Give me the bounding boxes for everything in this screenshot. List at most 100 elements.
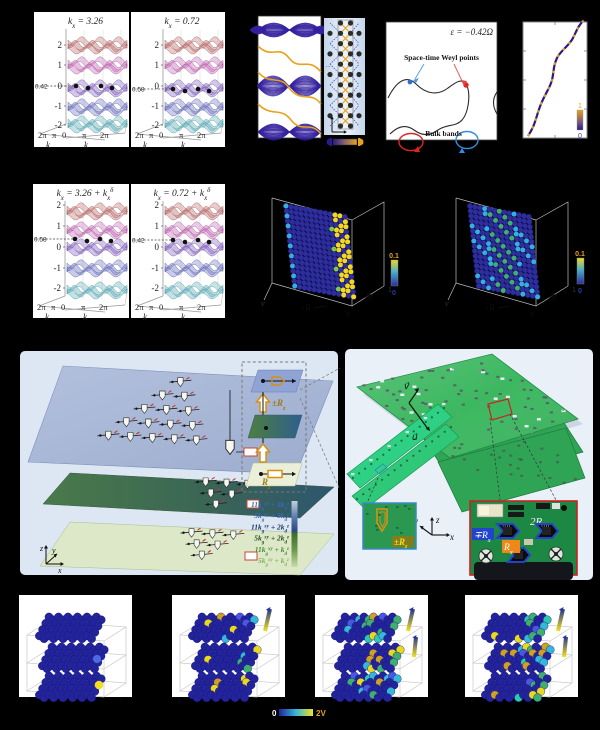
svg-text:0: 0: [58, 81, 63, 91]
svg-text:0: 0: [578, 288, 582, 295]
svg-text:2V: 2V: [316, 709, 326, 718]
svg-text:k: k: [321, 697, 325, 705]
svg-text:u⃗: u⃗: [412, 432, 418, 442]
svg-text:2π: 2π: [38, 130, 47, 140]
svg-text:π: π: [51, 302, 56, 312]
svg-text:1: 1: [388, 287, 392, 294]
svg-text:x: x: [57, 566, 62, 575]
svg-text:11kgxy + 3kdz: 11kgxy + 3kdz: [251, 500, 289, 512]
svg-text:11kgxy + kdz: 11kgxy + kdz: [255, 545, 289, 557]
svg-text:1: 1: [572, 287, 576, 294]
svg-text:ν: ν: [445, 299, 449, 308]
svg-text:z: z: [435, 515, 440, 525]
svg-text:1: 1: [155, 60, 160, 70]
svg-text:0: 0: [61, 302, 65, 312]
svg-text:x: x: [565, 695, 570, 703]
svg-text:kx = 3.26: kx = 3.26: [68, 17, 103, 30]
svg-text:-1: -1: [152, 263, 160, 273]
svg-text:π: π: [52, 130, 57, 140]
svg-text:2π: 2π: [197, 302, 206, 312]
svg-text:5kgxy + kdz: 5kgxy + kdz: [258, 556, 289, 568]
svg-text:−u⃗: −u⃗: [484, 303, 494, 312]
svg-text:0.42: 0.42: [132, 238, 145, 245]
svg-text:kx = 3.26 + kxδ: kx = 3.26 + kxδ: [57, 186, 115, 202]
svg-text:-2: -2: [55, 120, 63, 130]
svg-text:π: π: [149, 302, 154, 312]
svg-text:kx = 0.72: kx = 0.72: [164, 17, 199, 30]
svg-text:5kgxy + 3kdz: 5kgxy + 3kdz: [254, 511, 289, 523]
svg-text:−u⃗: −u⃗: [300, 303, 310, 312]
svg-text:-2: -2: [54, 283, 62, 293]
svg-text:x: x: [529, 309, 534, 318]
svg-text:ν: ν: [261, 299, 265, 308]
svg-text:2π: 2π: [37, 302, 46, 312]
svg-text:0.1: 0.1: [575, 251, 585, 258]
svg-text:1: 1: [578, 103, 582, 110]
svg-text:k: k: [45, 312, 50, 322]
svg-text:ε = −0.42Ω: ε = −0.42Ω: [451, 27, 494, 37]
svg-text:0.1: 0.1: [389, 253, 399, 260]
svg-text:1: 1: [155, 221, 160, 231]
svg-text:2π: 2π: [100, 130, 109, 140]
svg-text:∓Rx: ∓Rx: [474, 531, 491, 544]
svg-text:...: ...: [326, 63, 330, 69]
svg-text:-1: -1: [152, 101, 160, 111]
svg-text:k: k: [143, 140, 148, 150]
svg-text:2π: 2π: [99, 302, 108, 312]
svg-text:2π: 2π: [197, 130, 206, 140]
svg-text:v⃗: v⃗: [368, 293, 373, 302]
svg-text:2: 2: [58, 40, 63, 50]
svg-text:0.42: 0.42: [35, 84, 48, 91]
svg-text:x: x: [272, 695, 277, 703]
svg-text:-2: -2: [152, 283, 160, 293]
svg-text:v⃗: v⃗: [552, 293, 557, 302]
svg-text:π: π: [179, 130, 184, 140]
svg-text:1: 1: [58, 60, 63, 70]
svg-text:x: x: [449, 532, 454, 542]
svg-text:y: y: [51, 546, 56, 555]
svg-text:-1: -1: [55, 101, 63, 111]
svg-text:x: x: [119, 695, 124, 703]
svg-text:π: π: [179, 302, 184, 312]
svg-text:k: k: [46, 140, 51, 150]
svg-text:5kgxy + 2kdz: 5kgxy + 2kdz: [254, 534, 289, 546]
svg-text:k: k: [84, 140, 89, 150]
svg-text:0.58: 0.58: [132, 87, 145, 94]
svg-text:2π: 2π: [135, 130, 144, 140]
svg-text:0.58: 0.58: [34, 237, 47, 244]
svg-text:k: k: [143, 312, 148, 322]
svg-text:2: 2: [155, 40, 160, 50]
svg-text:z: z: [39, 544, 44, 553]
svg-text:v⃗: v⃗: [404, 381, 410, 391]
svg-text:k: k: [181, 140, 186, 150]
svg-text:0: 0: [62, 130, 66, 140]
svg-text:Rz: Rz: [261, 477, 271, 491]
svg-text:-2: -2: [152, 120, 160, 130]
svg-text:2: 2: [57, 200, 62, 210]
svg-text:k: k: [25, 697, 29, 705]
svg-text:0: 0: [159, 130, 163, 140]
svg-text:1: 1: [57, 221, 62, 231]
svg-text:π: π: [81, 302, 86, 312]
svg-text:0: 0: [578, 133, 582, 140]
svg-text:0: 0: [57, 242, 62, 252]
svg-text:2π: 2π: [135, 302, 144, 312]
svg-text:Bulk bands: Bulk bands: [425, 129, 462, 138]
svg-text:kx = 0.72 + kxδ: kx = 0.72 + kxδ: [154, 186, 212, 202]
svg-text:0: 0: [155, 81, 160, 91]
svg-text:x: x: [415, 695, 420, 703]
svg-text:k: k: [178, 697, 182, 705]
svg-text:11kgxy + 2kdz: 11kgxy + 2kdz: [251, 522, 289, 534]
svg-text:k: k: [181, 312, 186, 322]
svg-text:k: k: [83, 312, 88, 322]
svg-text:...: ...: [357, 70, 361, 76]
svg-text:±Rz: ±Rz: [394, 537, 408, 550]
svg-text:0: 0: [155, 242, 160, 252]
svg-text:0: 0: [392, 290, 396, 297]
svg-text:Space-time Weyl points: Space-time Weyl points: [404, 53, 479, 62]
svg-text:Rx: Rx: [503, 543, 513, 556]
svg-text:k: k: [471, 697, 475, 705]
svg-text:π: π: [82, 130, 87, 140]
svg-text:π: π: [149, 130, 154, 140]
svg-text:x: x: [345, 309, 350, 318]
